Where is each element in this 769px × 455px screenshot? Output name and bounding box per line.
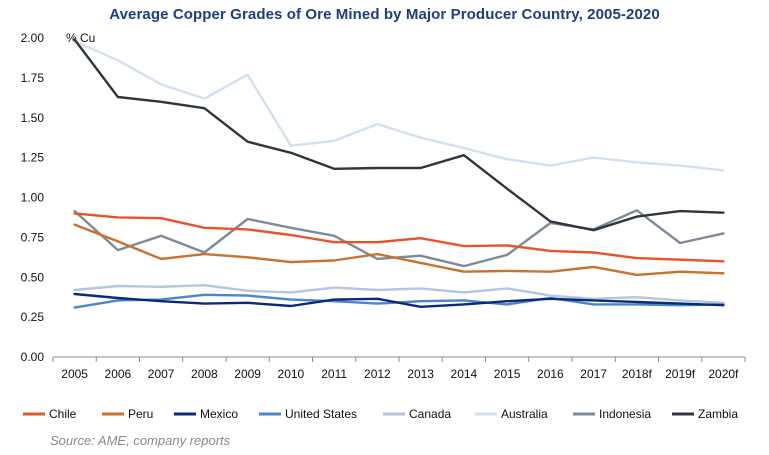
y-tick-label: 0.00 [21,350,45,364]
x-tick-label: 2016 [537,367,564,381]
legend-label-peru: Peru [128,407,153,421]
x-tick-label: 2017 [580,367,607,381]
x-tick-label: 2008 [191,367,218,381]
x-tick-label: 2019f [665,367,696,381]
y-tick-group: 0.00 0.25 0.50 0.75 1.00 1.25 1.50 1.75 2.00 [21,31,45,364]
x-tick-label: 2013 [407,367,434,381]
x-tick-label: 2018f [622,367,653,381]
y-tick-label: 0.50 [21,270,45,284]
legend-label-zambia: Zambia [698,407,738,421]
x-tick-label: 2009 [234,367,261,381]
legend: Chile Peru Mexico United States Canada Austra… [23,407,738,421]
x-tick-label: 2007 [148,367,175,381]
legend-label-chile: Chile [49,407,77,421]
chart-title: Average Copper Grades of Ore Mined by Ma… [109,6,660,23]
legend-label-united-states: United States [285,407,357,421]
x-tick-label: 2011 [321,367,347,381]
y-tick-label: 0.25 [21,310,45,324]
y-tick-label: 0.75 [21,230,45,244]
y-tick-label: 1.25 [21,151,45,165]
legend-label-mexico: Mexico [200,407,238,421]
x-tick-label: 2006 [105,367,132,381]
series-line-zambia [73,38,725,232]
x-tick-label: 2015 [494,367,521,381]
y-tick-label: 2.00 [21,31,45,45]
y-tick-label: 1.00 [21,191,45,205]
x-tick-label: 2010 [278,367,305,381]
y-tick-label: 1.75 [21,71,45,85]
source-note: Source: AME, company reports [50,433,231,448]
x-tick-label: 2014 [451,367,478,381]
series-line-canada [73,284,725,304]
series-line-peru [73,223,725,277]
x-tick-label: 2005 [61,367,88,381]
series-line-mexico [73,292,725,308]
series-line-australia [73,40,725,172]
legend-label-indonesia: Indonesia [599,407,651,421]
y-unit-label: % Cu [66,31,96,45]
x-tick-group: 2005 2006 2007 2008 2009 2010 2011 2012 2013 2014… [52,357,746,381]
x-tick-label: 2012 [364,367,391,381]
x-tick-label: 2020f [708,367,739,381]
series-line-chile [73,212,725,263]
legend-label-canada: Canada [409,407,451,421]
legend-label-australia: Australia [501,407,548,421]
y-tick-label: 1.50 [21,111,45,125]
series-group [73,38,725,309]
